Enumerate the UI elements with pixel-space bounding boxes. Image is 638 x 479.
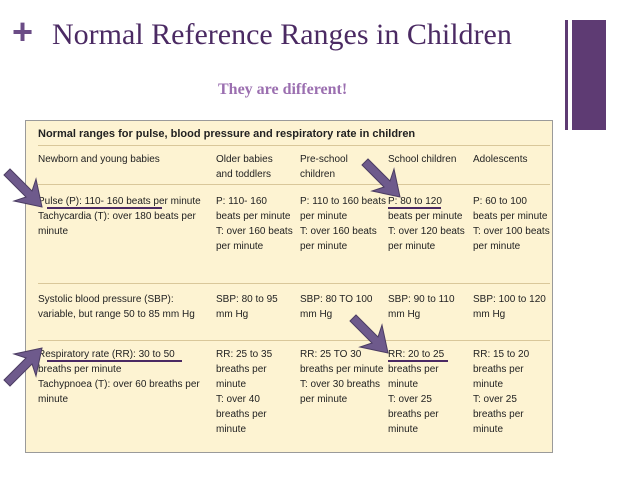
cell-sbp-preschool: SBP: 80 TO 100 mm Hg <box>300 292 386 322</box>
cell-line: Tachypnoea (T): over 60 breaths per minu… <box>38 379 200 405</box>
cell-rr-adolescents: RR: 15 to 20 breaths per minute T: over … <box>473 347 551 437</box>
cell-line: SBP: 90 to 110 mm Hg <box>388 294 455 320</box>
arrow-icon <box>3 168 43 208</box>
slide-title: Normal Reference Ranges in Children <box>52 18 512 51</box>
header-older-babies: Older babies and toddlers <box>216 154 273 180</box>
rr-school-underline <box>388 360 448 362</box>
cell-line: T: over 160 beats per minute <box>300 226 377 252</box>
cell-line: P: 110- 160 beats per minute <box>216 196 291 222</box>
cell-rr-preschool: RR: 25 TO 30 breaths per minute T: over … <box>300 347 386 407</box>
table-divider <box>38 184 550 185</box>
accent-bar-thin <box>565 20 568 130</box>
cell-line: P: 110 to 160 beats per minute <box>300 196 386 222</box>
arrow-icon <box>361 158 401 198</box>
cell-line: Systolic blood pressure (SBP): variable,… <box>38 294 195 320</box>
table-divider <box>38 340 550 341</box>
cell-line: Tachycardia (T): over 180 beats per minu… <box>38 211 196 237</box>
cell-line: T: over 25 breaths per minute <box>388 394 439 435</box>
cell-line: RR: 20 to 25 breaths per minute <box>388 349 445 390</box>
cell-sbp-older-babies: SBP: 80 to 95 mm Hg <box>216 292 294 322</box>
cell-rr-older-babies: RR: 25 to 35 breaths per minute T: over … <box>216 347 294 437</box>
header-school: School children <box>388 154 457 165</box>
arrow-icon <box>349 314 389 354</box>
pulse-underline <box>47 207 162 209</box>
cell-line: SBP: 80 to 95 mm Hg <box>216 294 278 320</box>
cell-line: T: over 40 breaths per minute <box>216 394 267 435</box>
cell-rr-newborn: Respiratory rate (RR): 30 to 50 breaths … <box>38 347 203 407</box>
cell-rr-school: RR: 20 to 25 breaths per minute T: over … <box>388 347 466 437</box>
cell-sbp-adolescents: SBP: 100 to 120 mm Hg <box>473 292 553 322</box>
table-divider <box>38 283 550 284</box>
cell-line: T: over 100 beats per minute <box>473 226 550 252</box>
header-newborn: Newborn and young babies <box>38 154 160 165</box>
arrow-icon <box>3 347 43 387</box>
cell-line: RR: 15 to 20 breaths per minute <box>473 349 530 390</box>
cell-pulse-older-babies: P: 110- 160 beats per minute T: over 160… <box>216 194 294 254</box>
header-preschool: Pre-school children <box>300 154 348 180</box>
cell-line: P: 80 to 120 beats per minute <box>388 196 463 222</box>
reference-ranges-table: Normal ranges for pulse, blood pressure … <box>25 120 553 453</box>
cell-line: T: over 160 beats per minute <box>216 226 293 252</box>
cell-line: T: over 120 beats per minute <box>388 226 465 252</box>
cell-pulse-preschool: P: 110 to 160 beats per minute T: over 1… <box>300 194 386 254</box>
accent-bar-thick <box>572 20 606 130</box>
cell-line: RR: 25 TO 30 breaths per minute <box>300 349 384 375</box>
header-adolescents: Adolescents <box>473 154 528 165</box>
pulse-school-underline <box>388 207 441 209</box>
cell-sbp-school: SBP: 90 to 110 mm Hg <box>388 292 468 322</box>
cell-line: SBP: 100 to 120 mm Hg <box>473 294 546 320</box>
table-divider <box>38 145 550 146</box>
cell-line: T: over 25 breaths per minute <box>473 394 524 435</box>
rr-underline <box>47 360 182 362</box>
cell-sbp-newborn: Systolic blood pressure (SBP): variable,… <box>38 292 203 322</box>
cell-pulse-newborn: Pulse (P): 110- 160 beats per minute Tac… <box>38 194 203 239</box>
plus-icon: + <box>12 11 34 52</box>
cell-line: SBP: 80 TO 100 mm Hg <box>300 294 373 320</box>
table-caption: Normal ranges for pulse, blood pressure … <box>38 128 416 140</box>
cell-line: Respiratory rate (RR): 30 to 50 breaths … <box>38 349 175 375</box>
slide-subtitle: They are different! <box>218 81 348 98</box>
cell-line: T: over 30 breaths per minute <box>300 379 381 405</box>
cell-line: RR: 25 to 35 breaths per minute <box>216 349 273 390</box>
cell-line: P: 60 to 100 beats per minute <box>473 196 548 222</box>
cell-line: Pulse (P): 110- 160 beats per minute <box>38 196 201 207</box>
cell-pulse-adolescents: P: 60 to 100 beats per minute T: over 10… <box>473 194 551 254</box>
cell-pulse-school: P: 80 to 120 beats per minute T: over 12… <box>388 194 466 254</box>
